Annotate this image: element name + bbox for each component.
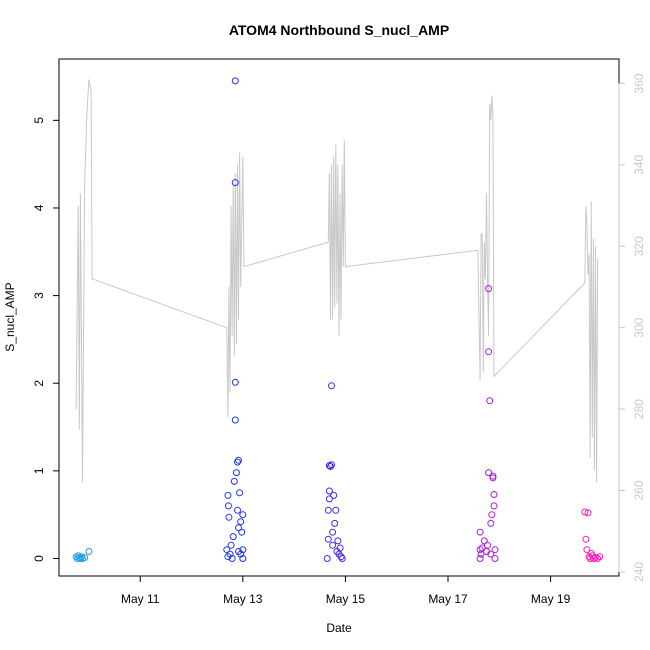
data-point: [239, 511, 247, 519]
data-point: [231, 179, 239, 187]
data-point: [488, 511, 496, 519]
data-point: [237, 518, 245, 526]
data-point: [224, 491, 232, 499]
data-point: [582, 535, 590, 543]
data-point: [337, 553, 345, 561]
data-point: [583, 546, 591, 554]
y2-tick-label: 360: [632, 73, 646, 93]
data-point: [85, 548, 93, 555]
y-axis-right: 240 260 280 300 320 340 360: [618, 73, 646, 582]
chart-title: ATOM4 Northbound S_nucl_AMP: [229, 22, 449, 38]
data-point: [489, 474, 497, 482]
x-tick-label: May 17: [428, 592, 468, 606]
data-point: [235, 548, 242, 555]
data-point: [476, 528, 484, 536]
data-point: [225, 513, 233, 521]
temperature-line-group: [75, 79, 599, 483]
data-point: [328, 461, 335, 469]
data-point: [330, 491, 338, 499]
y-tick-label: 5: [32, 117, 46, 124]
y-axis-label: S_nucl_AMP: [3, 282, 17, 351]
data-point: [338, 555, 346, 562]
data-point: [325, 495, 333, 503]
y-tick-label: 4: [32, 204, 46, 211]
data-point: [334, 537, 342, 545]
data-point: [485, 285, 493, 293]
data-point: [229, 533, 237, 541]
data-point: [491, 546, 499, 554]
data-point: [236, 489, 244, 497]
y-tick-label: 1: [32, 467, 46, 474]
y-tick-label: 3: [32, 292, 46, 299]
x-axis-label: Date: [326, 621, 352, 635]
data-point: [487, 519, 495, 527]
data-point: [232, 469, 240, 477]
data-point: [584, 509, 592, 517]
y-tick-label: 0: [32, 555, 46, 562]
y2-tick-label: 240: [632, 562, 646, 582]
data-point: [77, 553, 85, 561]
x-tick-label: May 11: [121, 592, 160, 606]
data-point: [581, 508, 589, 516]
data-point: [81, 554, 89, 562]
data-point: [329, 528, 337, 536]
x-axis: May 11 May 13 May 15 May 17 May 19: [121, 576, 571, 606]
y-tick-label: 2: [32, 380, 46, 387]
data-point: [490, 502, 498, 510]
temperature-line: [75, 79, 599, 483]
data-point: [336, 544, 344, 552]
data-point: [228, 555, 236, 562]
data-point: [238, 528, 246, 536]
data-point: [226, 550, 234, 558]
x-tick-label: May 13: [223, 592, 263, 606]
data-point: [239, 555, 247, 562]
data-point: [328, 382, 335, 390]
x-tick-label: May 19: [531, 592, 571, 606]
data-point: [331, 519, 339, 527]
y-axis-left: 0 1 2 3 4 5: [32, 117, 60, 562]
data-point: [594, 555, 602, 562]
data-point: [324, 535, 332, 543]
data-point: [230, 477, 238, 485]
data-point: [485, 348, 493, 356]
y2-tick-label: 260: [632, 480, 646, 500]
data-point: [329, 541, 337, 549]
data-point: [235, 456, 242, 464]
data-point: [239, 546, 247, 554]
data-point: [224, 502, 232, 510]
data-point: [231, 77, 239, 85]
data-point: [486, 397, 494, 405]
data-point: [234, 506, 241, 514]
data-point: [596, 553, 604, 561]
scatter-points-group: [72, 77, 604, 562]
data-point: [325, 487, 333, 495]
y2-tick-label: 320: [632, 236, 646, 256]
data-point: [491, 555, 499, 562]
data-point: [485, 469, 493, 477]
data-point: [323, 555, 331, 562]
data-point: [324, 506, 332, 514]
x-tick-label: May 15: [326, 592, 366, 606]
data-point: [484, 541, 491, 549]
data-point: [478, 544, 486, 552]
data-point: [227, 541, 235, 549]
data-point: [476, 555, 484, 562]
data-point: [490, 491, 498, 498]
data-point: [231, 378, 239, 386]
y2-tick-label: 300: [632, 317, 646, 337]
data-point: [487, 550, 495, 558]
y2-tick-label: 340: [632, 155, 646, 175]
data-point: [476, 546, 484, 554]
y2-tick-label: 280: [632, 399, 646, 419]
data-point: [231, 416, 239, 424]
data-point: [332, 506, 340, 514]
